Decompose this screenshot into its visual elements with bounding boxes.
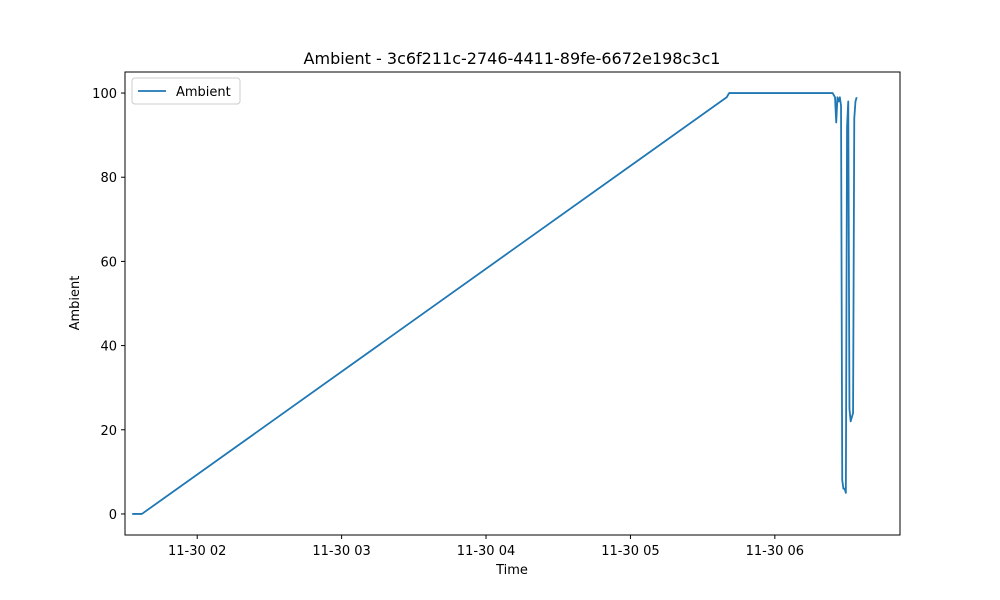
y-axis-ticks: 0 20 40 60 80 100 — [92, 87, 125, 523]
y-axis-label: Ambient — [68, 276, 83, 331]
y-tick-label: 100 — [92, 87, 117, 102]
legend-label-ambient: Ambient — [176, 85, 231, 100]
y-tick-label: 20 — [100, 424, 117, 439]
series-line-ambient — [132, 92, 858, 515]
legend: Ambient — [131, 77, 241, 105]
x-tick-label: 11-30 03 — [312, 544, 370, 559]
chart-title: Ambient - 3c6f211c-2746-4411-89fe-6672e1… — [304, 49, 721, 68]
x-tick-label: 11-30 04 — [457, 544, 515, 559]
legend-box — [131, 77, 241, 105]
x-axis-ticks: 11-30 02 11-30 03 11-30 04 11-30 05 11-30 06 — [168, 535, 804, 559]
plot-frame — [124, 71, 901, 536]
y-tick-label: 0 — [109, 508, 117, 523]
x-tick-label: 11-30 02 — [168, 544, 226, 559]
y-tick-label: 80 — [100, 171, 117, 186]
x-axis-label: Time — [495, 563, 528, 578]
x-tick-label: 11-30 05 — [601, 544, 659, 559]
y-tick-label: 40 — [100, 340, 117, 355]
y-tick-label: 60 — [100, 255, 117, 270]
x-tick-label: 11-30 06 — [746, 544, 804, 559]
